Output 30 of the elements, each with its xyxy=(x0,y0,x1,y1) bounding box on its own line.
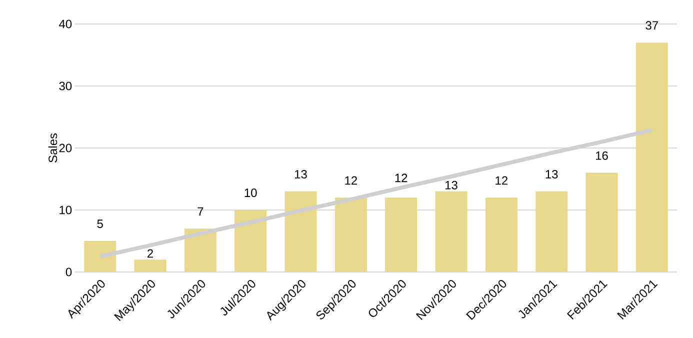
data-label: 12 xyxy=(496,176,508,185)
y-tick-label: 30 xyxy=(59,82,72,90)
bar xyxy=(284,191,317,272)
data-label: 16 xyxy=(596,151,608,160)
bar xyxy=(636,42,668,272)
y-tick-label: 40 xyxy=(59,20,72,28)
data-label: 5 xyxy=(97,220,103,228)
bar xyxy=(536,191,568,272)
y-tick-label: 10 xyxy=(60,206,72,214)
bar xyxy=(134,260,166,272)
bar xyxy=(385,198,418,272)
data-label: 13 xyxy=(295,170,307,178)
bar xyxy=(234,210,267,272)
bar xyxy=(435,191,468,272)
y-axis-title: Sales xyxy=(48,133,58,162)
bar xyxy=(334,198,367,272)
data-label: 2 xyxy=(148,249,153,258)
bar xyxy=(84,240,116,272)
data-label: 7 xyxy=(198,207,204,216)
data-label: 10 xyxy=(244,188,257,198)
data-label: 12 xyxy=(345,176,357,185)
bar xyxy=(586,172,618,272)
y-tick-label: 20 xyxy=(59,144,72,152)
data-label: 37 xyxy=(646,21,658,30)
bar xyxy=(184,228,216,272)
data-label: 12 xyxy=(395,174,408,182)
data-label: 13 xyxy=(546,170,558,178)
y-tick-label: 0 xyxy=(66,268,72,276)
bar xyxy=(485,198,518,272)
data-label: 13 xyxy=(445,180,458,190)
